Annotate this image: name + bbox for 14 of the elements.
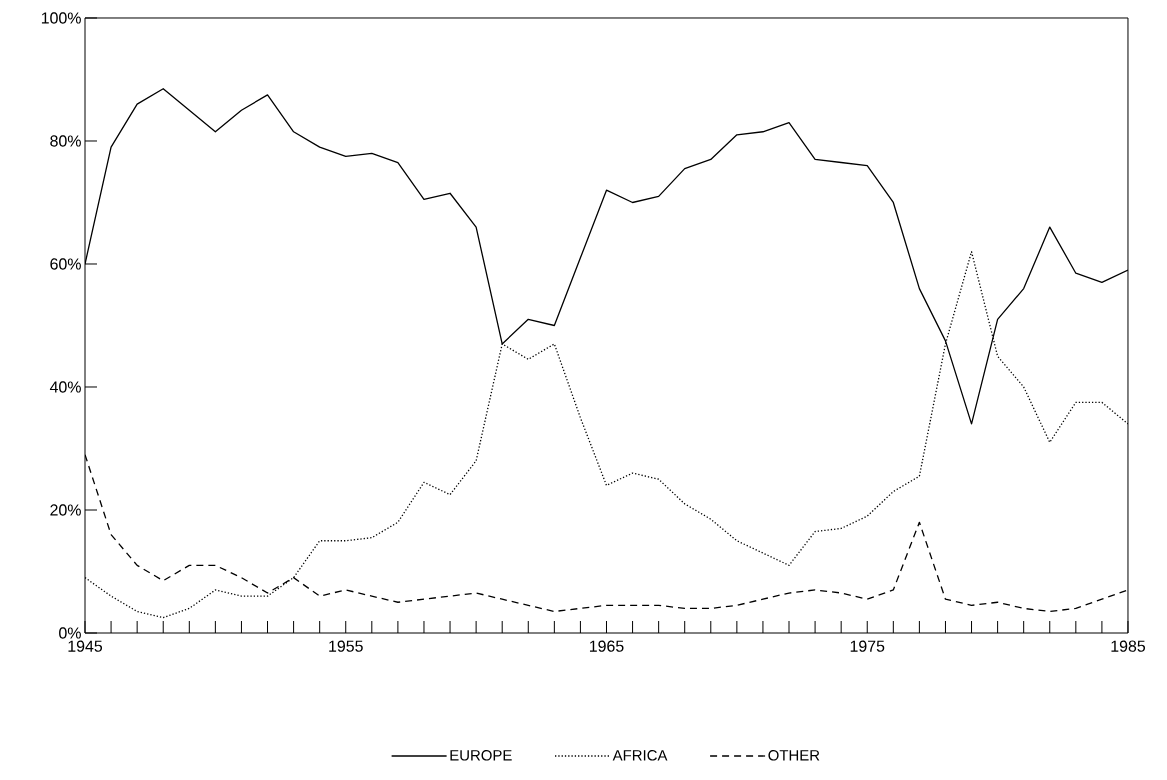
y-tick-label: 40% — [49, 381, 81, 393]
y-tick-label: 100% — [41, 12, 81, 24]
legend-label: AFRICA — [612, 750, 668, 761]
legend-label: EUROPE — [450, 750, 512, 761]
x-tick-label: 1945 — [68, 640, 103, 652]
x-tick-label: 1975 — [850, 640, 885, 652]
y-tick-label: 20% — [50, 504, 81, 516]
y-tick-label: 0% — [59, 627, 81, 639]
x-tick-label: 1965 — [589, 640, 624, 652]
x-tick-label: 1985 — [1111, 640, 1146, 652]
x-tick-label: 1955 — [329, 640, 363, 652]
legend-label: OTHER — [768, 750, 820, 761]
y-tick-label: 80% — [50, 135, 81, 147]
y-tick-label: 60% — [50, 258, 81, 270]
